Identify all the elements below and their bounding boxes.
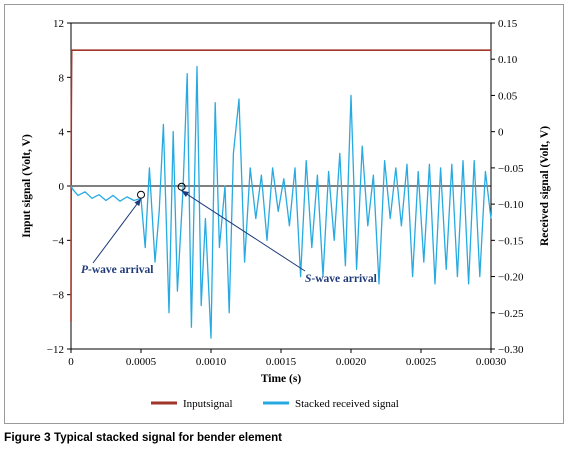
y-left-tick-label: −12 [47, 344, 64, 356]
y-left-tick-label: 8 [59, 72, 65, 84]
y-right-tick-label: −0.20 [498, 272, 524, 284]
legend-label-input: Inputsignal [183, 398, 233, 410]
caption-label: Figure 3 [4, 430, 51, 444]
y-right-ticks: 0.15 0.10 0.05 0 −0.05 −0.10 −0.15 −0.20 −0.25 −0… [491, 18, 524, 356]
series-layer [70, 49, 492, 339]
chart: 0 0.0005 0.0010 0.0015 0.0020 0.0025 0.0030 12… [21, 18, 551, 410]
arrival-marker [137, 190, 145, 199]
caption-text: Typical stacked signal for bender elemen… [54, 432, 282, 444]
annotation-rest: -wave arrival [311, 273, 376, 285]
series-line-input [70, 49, 491, 322]
x-tick-label: 0.0015 [266, 356, 297, 368]
legend-label-received: Stacked received signal [295, 398, 399, 410]
annotation-italic: S [305, 273, 311, 285]
figure-frame: 0 0.0005 0.0010 0.0015 0.0020 0.0025 0.0030 12… [4, 4, 564, 424]
legend: Inputsignal Stacked received signal [151, 398, 399, 410]
annotation-arrow [181, 190, 306, 272]
y-right-tick-label: −0.05 [498, 163, 524, 175]
annotation-arrow [92, 198, 142, 264]
y-left-tick-label: 12 [53, 18, 64, 30]
annotation-arrowhead [134, 198, 141, 207]
y-left-tick-label: 0 [59, 181, 65, 193]
y-right-tick-label: −0.30 [498, 344, 524, 356]
series-line-received [70, 65, 492, 339]
x-tick-label: 0 [68, 356, 74, 368]
y-right-tick-label: −0.10 [498, 199, 524, 211]
annotation-label: S-wave arrival [305, 273, 377, 285]
x-tick-label: 0.0005 [126, 356, 157, 368]
y-right-tick-label: −0.15 [498, 235, 524, 247]
x-ticks: 0 0.0005 0.0010 0.0015 0.0020 0.0025 0.0030 [68, 349, 507, 368]
x-tick-label: 0.0020 [336, 356, 367, 368]
y-right-tick-label: 0 [498, 127, 504, 139]
annotation-italic: P [81, 264, 89, 276]
figure-caption: Figure 3 Typical stacked signal for bend… [4, 430, 282, 444]
y-axis-right-label: Received signal (Volt, V) [539, 126, 551, 246]
y-left-tick-label: 4 [59, 127, 65, 139]
arrival-marker [177, 182, 186, 191]
y-right-tick-label: 0.05 [498, 90, 518, 102]
annotation-arrowhead [181, 190, 190, 198]
y-left-ticks: 12 8 4 0 −4 −8 −12 [47, 18, 71, 356]
y-left-tick-label: −4 [52, 235, 64, 247]
annotation-rest: -wave arrival [88, 264, 153, 276]
annotation-label: P-wave arrival [81, 264, 154, 276]
y-right-tick-label: 0.15 [498, 18, 518, 30]
x-tick-label: 0.0010 [196, 356, 227, 368]
y-right-tick-label: 0.10 [498, 54, 518, 66]
y-right-tick-label: −0.25 [498, 308, 524, 320]
x-tick-label: 0.0030 [476, 356, 507, 368]
y-left-tick-label: −8 [52, 290, 64, 302]
x-axis-label: Time (s) [261, 373, 302, 385]
x-tick-label: 0.0025 [406, 356, 437, 368]
y-axis-left-label: Input signal (Volt, V) [21, 134, 33, 238]
